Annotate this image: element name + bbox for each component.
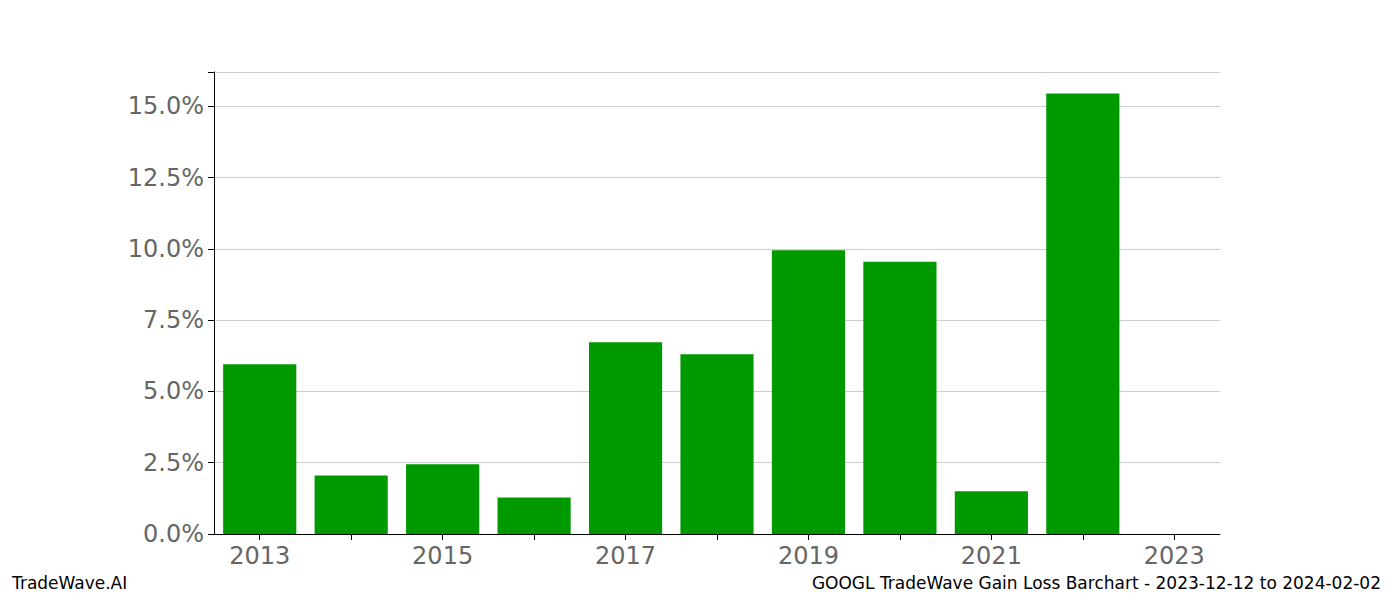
svg-text:15.0%: 15.0% — [128, 92, 204, 120]
svg-text:2023: 2023 — [1144, 542, 1205, 570]
svg-text:2021: 2021 — [961, 542, 1022, 570]
svg-text:2.5%: 2.5% — [143, 449, 204, 477]
svg-text:5.0%: 5.0% — [143, 377, 204, 405]
svg-text:2013: 2013 — [229, 542, 290, 570]
svg-text:2019: 2019 — [778, 542, 839, 570]
svg-text:GOOGL TradeWave Gain Loss Barc: GOOGL TradeWave Gain Loss Barchart - 202… — [812, 573, 1381, 593]
svg-text:0.0%: 0.0% — [143, 520, 204, 548]
svg-text:2015: 2015 — [412, 542, 473, 570]
svg-text:10.0%: 10.0% — [128, 235, 204, 263]
svg-text:12.5%: 12.5% — [128, 164, 204, 192]
svg-text:TradeWave.AI: TradeWave.AI — [11, 573, 127, 593]
svg-text:2017: 2017 — [595, 542, 656, 570]
svg-text:7.5%: 7.5% — [143, 306, 204, 334]
